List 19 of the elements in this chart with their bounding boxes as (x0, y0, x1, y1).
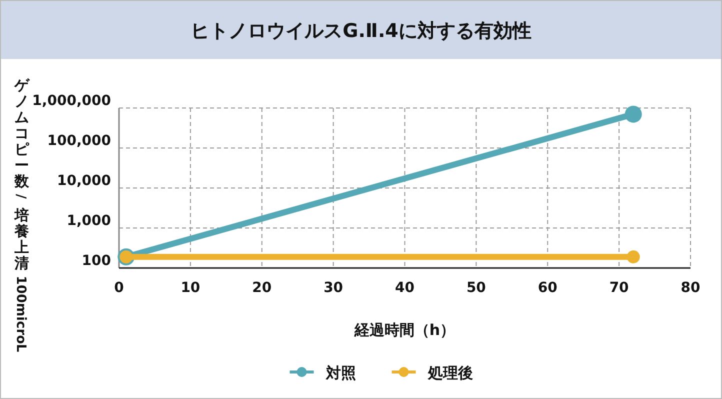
y-tick-label: 100,000 (47, 133, 112, 149)
legend-label: 対照 (324, 364, 356, 382)
y-tick-label: 100 (82, 253, 112, 269)
ylabel: ゲノムコピー数 / 培養上清 100microL (13, 78, 30, 352)
x-tick-label: 60 (538, 280, 558, 296)
x-tick-label: 30 (324, 280, 344, 296)
x-tick-label: 40 (395, 280, 415, 296)
x-tick-label: 70 (609, 280, 630, 296)
x-tick-label: 0 (114, 280, 124, 296)
chart-title: ヒトノロウイルスG.Ⅱ.4に対する有効性 (190, 20, 532, 42)
y-tick-label: 10,000 (56, 173, 112, 189)
y-tick-label: 1,000 (66, 213, 112, 229)
x-tick-label: 80 (680, 280, 700, 296)
x-tick-label: 50 (466, 280, 486, 296)
legend-label: 処理後 (426, 364, 473, 382)
x-tick-label: 20 (252, 280, 272, 296)
x-tick-label: 10 (180, 280, 200, 296)
y-tick-label: 1,000,000 (32, 93, 112, 109)
x-axis-title: 経過時間（h） (353, 321, 456, 339)
